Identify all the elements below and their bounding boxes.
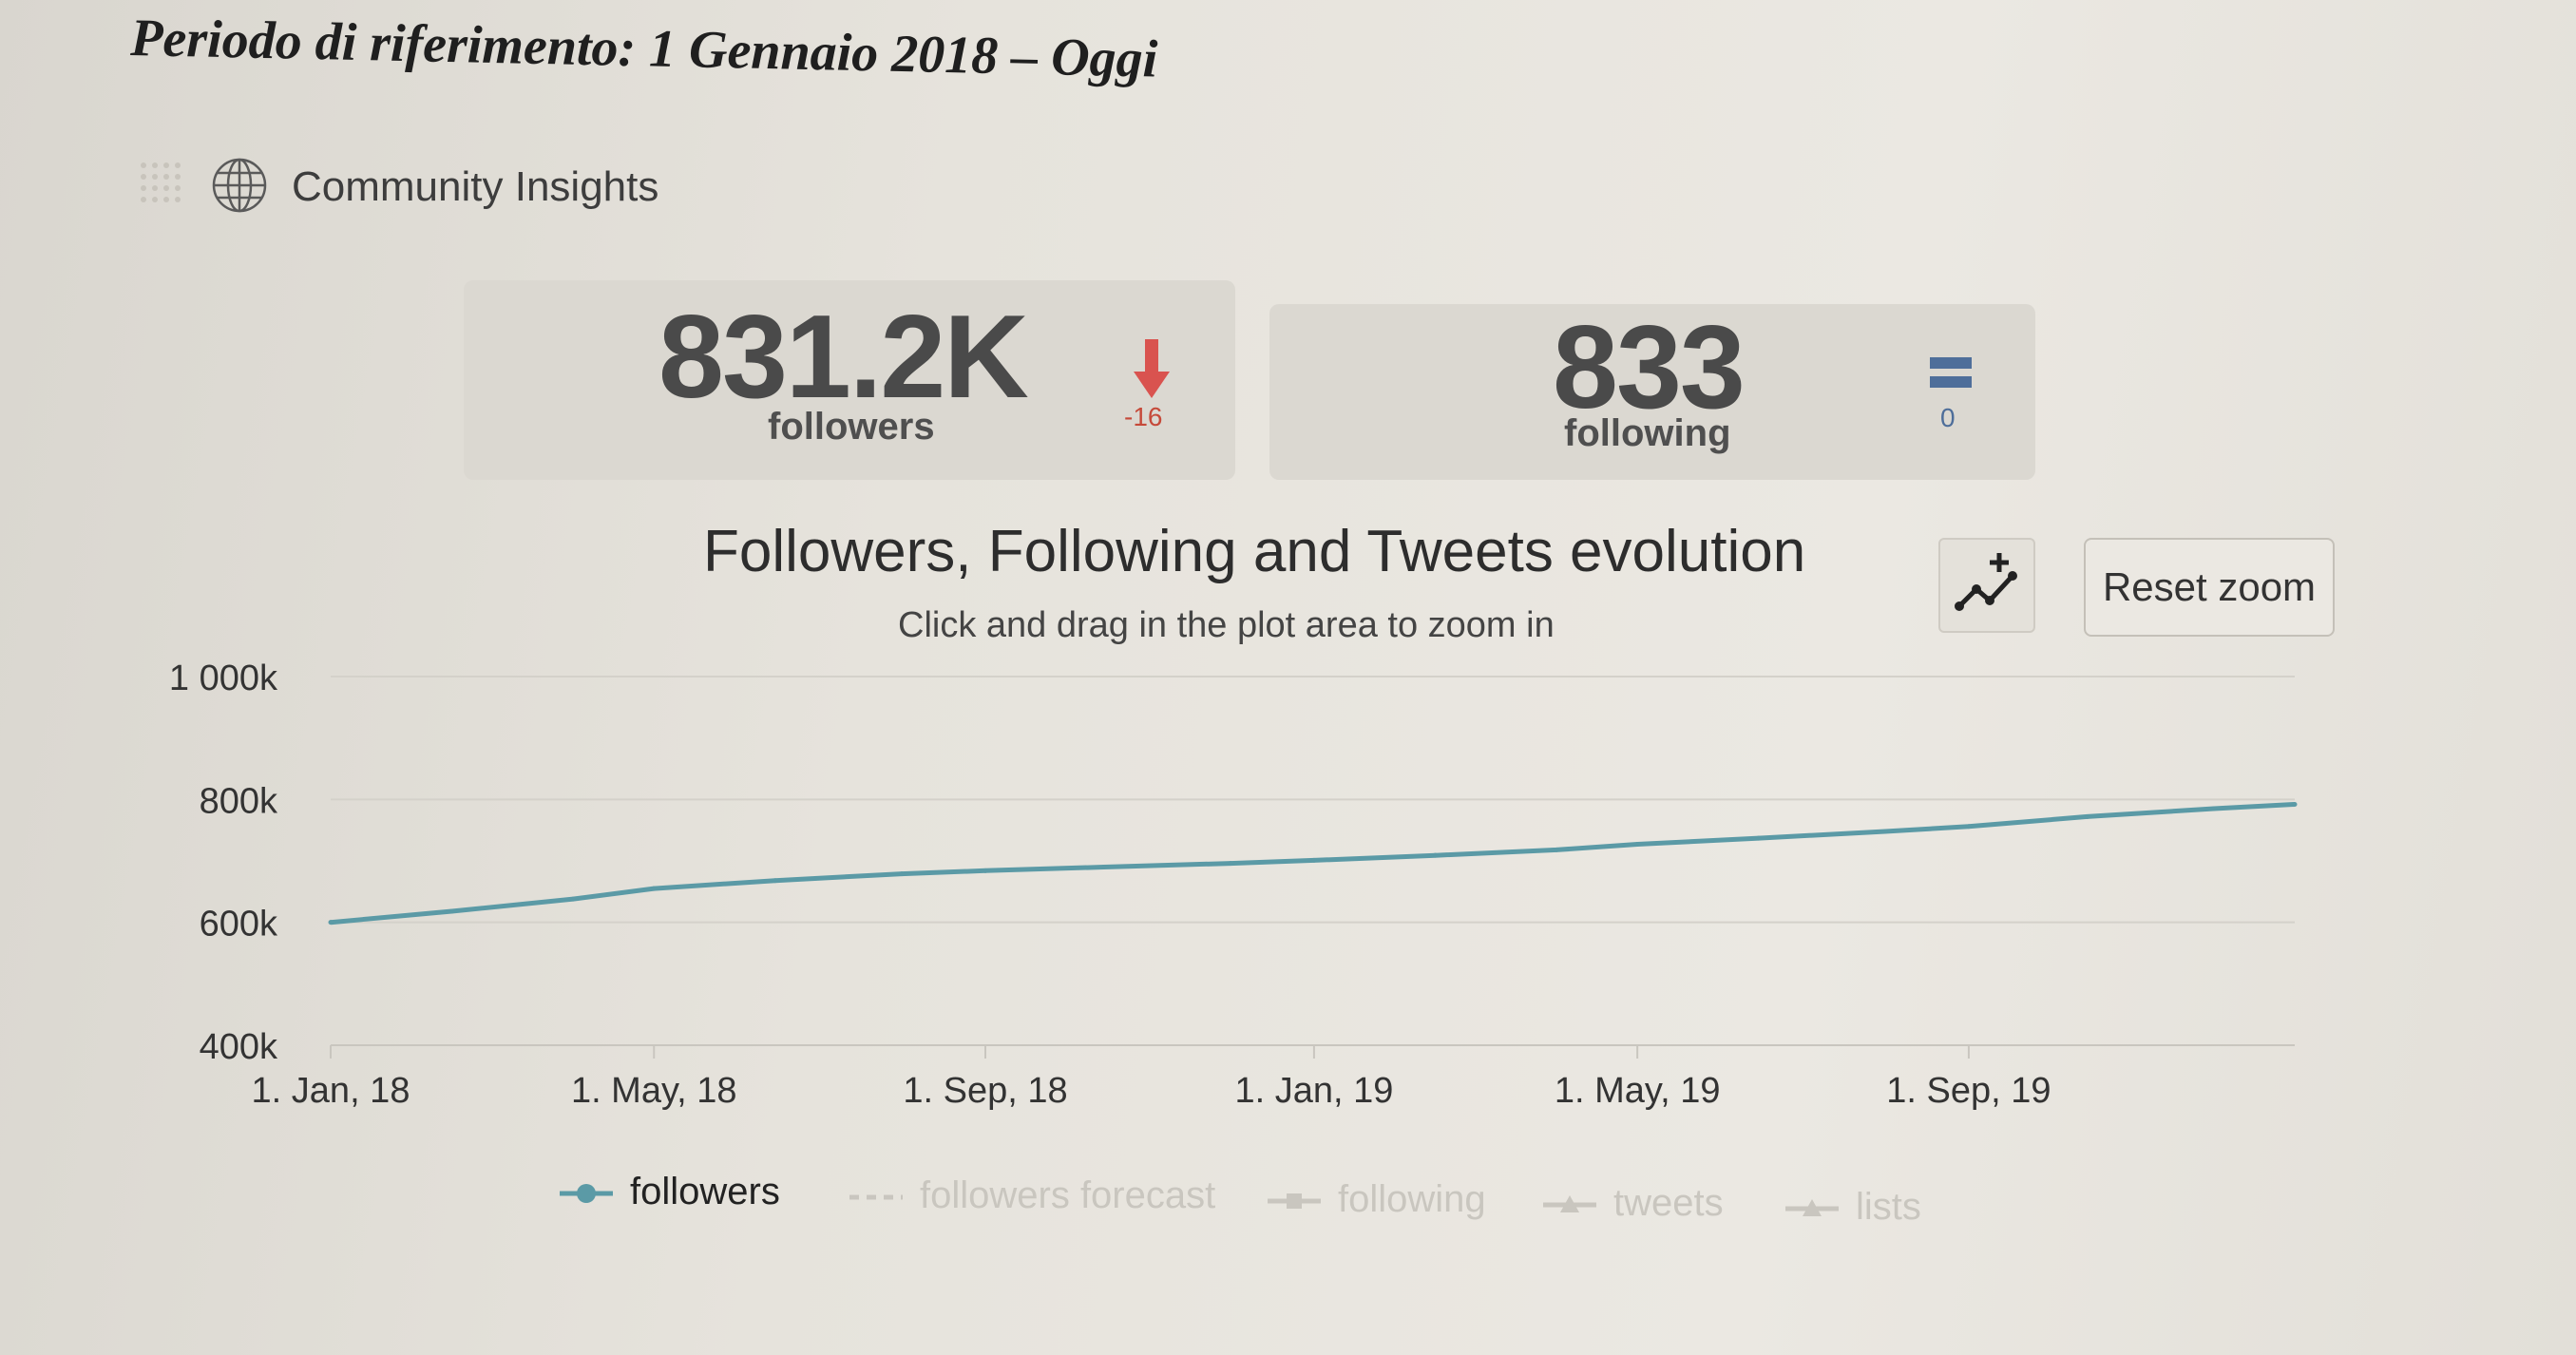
legend-label: tweets [1613,1182,1724,1224]
legend-label: followers forecast [920,1174,1216,1216]
series-line-followers [330,802,2296,926]
legend-item-followers[interactable]: followers [556,1171,780,1213]
data-point [983,868,988,873]
data-point [1311,857,1317,863]
data-point [1882,829,1888,834]
x-tick-label: 1. Sep, 18 [903,1071,1067,1111]
data-point [2292,802,2298,808]
data-point [651,886,657,891]
legend-symbol-icon [849,1194,903,1200]
legend-item-following[interactable]: following [1264,1178,1486,1221]
legend-item-followers-forecast[interactable]: followers forecast [846,1174,1215,1217]
section-title: Community Insights [292,163,659,210]
legend-item-lists[interactable]: lists [1782,1186,1921,1229]
x-tick-label: 1. May, 19 [1555,1071,1721,1111]
data-point [1756,835,1762,841]
data-point [1433,852,1439,858]
reset-zoom-button[interactable]: Reset zoom [2084,538,2335,637]
chart-subtitle: Click and drag in the plot area to zoom … [898,605,1555,645]
followers-count: 831.2K [658,292,1029,423]
data-point [2211,806,2217,811]
chart-zoom-icon [1955,553,2017,611]
legend-symbol-icon [1268,1193,1321,1210]
data-point [1966,824,1972,830]
data-point [570,896,576,902]
data-point [1101,864,1107,869]
data-point [2085,813,2090,819]
following-delta: 0 [1940,403,1956,432]
following-stat-card: 833 following 0 [1269,302,2035,480]
data-point [1228,861,1233,867]
chart-title: Followers, Following and Tweets evolutio… [703,519,1806,584]
followers-delta: -16 [1124,402,1163,431]
drag-handle-icon[interactable] [138,160,181,203]
legend-symbol-icon [1543,1195,1596,1213]
legend-label: followers [630,1171,780,1212]
legend-item-tweets[interactable]: tweets [1539,1182,1724,1225]
y-tick-label: 400k [200,1027,278,1067]
legend-symbol-icon [560,1184,613,1204]
x-tick-label: 1. Jan, 18 [252,1071,410,1111]
arrow-down-icon [1134,339,1170,398]
x-tick-label: 1. Jan, 19 [1234,1071,1393,1111]
legend-symbol-icon [1785,1199,1839,1217]
legend-label: lists [1856,1186,1921,1228]
data-point [773,878,778,884]
data-point [449,908,455,914]
y-tick-label: 800k [200,781,278,821]
equal-icon [1930,357,1972,388]
followers-label: followers [768,406,935,448]
data-point [1554,847,1559,852]
followers-stat-card: 831.2K followers -16 [464,280,1235,480]
data-point [328,920,334,926]
x-tick-label: 1. May, 18 [571,1071,737,1111]
globe-icon [212,158,267,213]
y-tick-label: 1 000k [169,658,278,698]
y-tick-label: 600k [200,905,278,945]
data-point [1634,842,1640,848]
zoom-tool-button[interactable] [1938,538,2035,633]
following-count: 833 [1553,302,1746,433]
following-label: following [1564,412,1731,454]
legend-label: following [1338,1178,1486,1220]
x-tick-label: 1. Sep, 19 [1886,1071,2051,1111]
data-point [899,871,905,877]
